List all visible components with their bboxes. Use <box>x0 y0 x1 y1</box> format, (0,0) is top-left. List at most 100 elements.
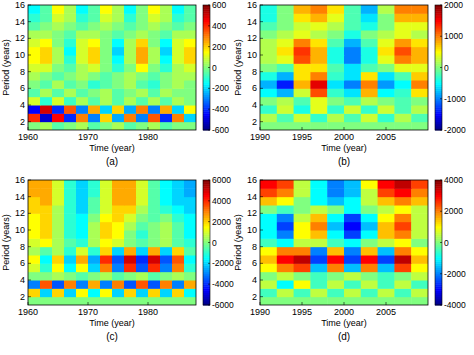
cell <box>112 280 125 289</box>
cell <box>361 30 378 39</box>
cell <box>394 197 411 206</box>
cell <box>160 113 173 122</box>
cell <box>64 213 77 222</box>
cell <box>124 180 137 189</box>
y-tick-label: 2 <box>20 292 25 302</box>
cell <box>327 80 344 89</box>
cell <box>64 205 77 214</box>
cell <box>378 288 395 297</box>
cell <box>40 5 53 14</box>
cell <box>76 13 89 22</box>
cell <box>100 55 113 64</box>
x-tick <box>260 127 261 130</box>
cell <box>184 288 196 297</box>
y-tick <box>28 21 31 22</box>
cell <box>160 97 173 106</box>
cell <box>136 47 149 56</box>
cell <box>136 247 149 256</box>
cell <box>64 97 77 106</box>
cell <box>52 55 65 64</box>
cell <box>64 197 77 206</box>
cell <box>344 80 361 89</box>
cell <box>411 63 428 72</box>
cell <box>277 255 294 264</box>
cell <box>124 288 137 297</box>
x-tick <box>88 127 89 130</box>
colorbar-swatch <box>203 180 210 183</box>
cell <box>310 38 327 47</box>
cell <box>112 213 125 222</box>
cell <box>327 22 344 31</box>
cell <box>112 230 125 239</box>
cell <box>148 80 161 89</box>
cell <box>411 247 428 256</box>
cell <box>172 88 185 97</box>
cell <box>64 72 77 81</box>
cell <box>112 63 125 72</box>
cell <box>277 230 294 239</box>
cell <box>361 255 378 264</box>
y-tick-label: 16 <box>247 175 257 185</box>
cell <box>277 88 294 97</box>
y-tick <box>260 263 263 264</box>
cell <box>160 247 173 256</box>
cell <box>294 288 311 297</box>
cell <box>361 80 378 89</box>
cell <box>112 263 125 272</box>
cell <box>411 222 428 231</box>
cell <box>136 280 149 289</box>
x-tick-label: 1970 <box>78 132 98 142</box>
cell <box>160 272 173 281</box>
cell <box>76 113 89 122</box>
y-tick <box>28 71 31 72</box>
cell <box>160 122 173 130</box>
cell <box>310 213 327 222</box>
cell <box>277 280 294 289</box>
colorbar-tick <box>208 221 210 222</box>
cell <box>411 47 428 56</box>
cell <box>88 55 101 64</box>
cell <box>124 88 137 97</box>
cell <box>260 22 277 31</box>
cell <box>344 113 361 122</box>
cell <box>148 30 161 39</box>
cell <box>310 255 327 264</box>
cell <box>411 205 428 214</box>
cell <box>148 22 161 31</box>
cell <box>378 205 395 214</box>
cell <box>327 213 344 222</box>
colorbar-tick <box>208 88 210 89</box>
cell <box>136 180 149 189</box>
cell <box>76 22 89 31</box>
cell <box>76 280 89 289</box>
cell <box>394 5 411 14</box>
cell <box>40 105 53 114</box>
cell <box>361 180 378 189</box>
cell <box>378 188 395 197</box>
cell <box>28 230 41 239</box>
cell <box>136 197 149 206</box>
cell <box>277 297 294 305</box>
cell <box>160 197 173 206</box>
cell <box>64 47 77 56</box>
cell <box>310 297 327 305</box>
cell <box>40 280 53 289</box>
cell <box>112 113 125 122</box>
cell <box>277 47 294 56</box>
cell <box>160 230 173 239</box>
cell <box>124 238 137 247</box>
x-tick-label: 1995 <box>292 132 312 142</box>
cell <box>172 230 185 239</box>
cell <box>344 263 361 272</box>
cell <box>361 238 378 247</box>
cell <box>310 72 327 81</box>
colorbar-tick-label: -400 <box>212 104 229 114</box>
y-tick <box>28 55 31 56</box>
cell <box>40 247 53 256</box>
cell <box>88 205 101 214</box>
y-tick-label: 10 <box>247 225 257 235</box>
cell <box>148 47 161 56</box>
cell <box>148 38 161 47</box>
cell <box>394 38 411 47</box>
cell <box>28 122 41 130</box>
